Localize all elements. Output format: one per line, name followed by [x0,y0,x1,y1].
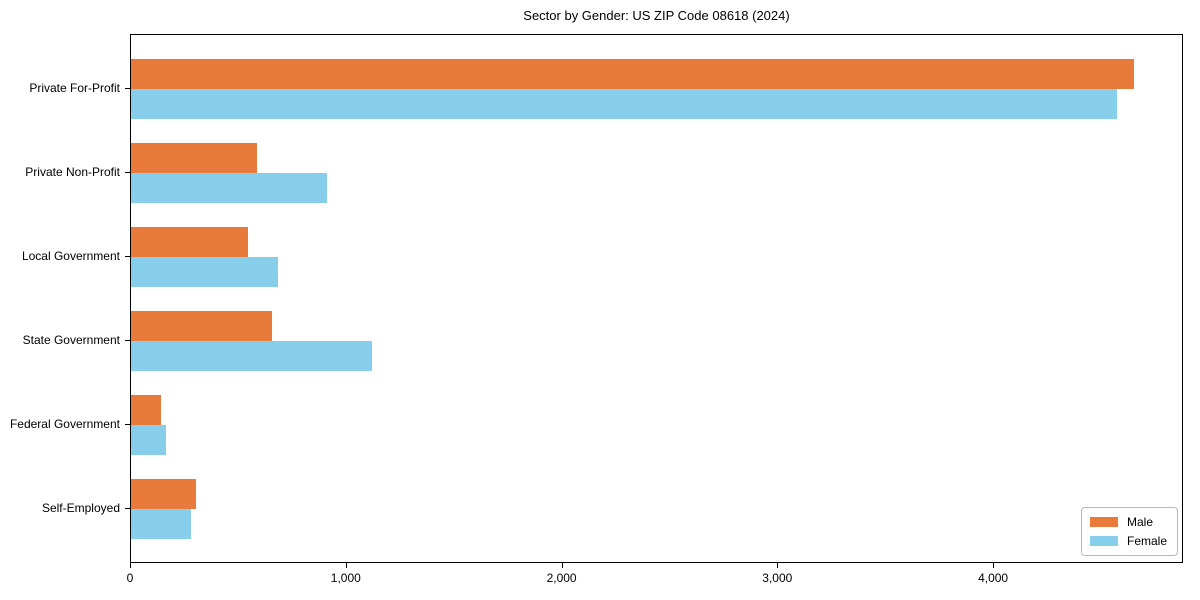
bar-female [131,509,192,539]
x-tick-label: 1,000 [330,571,361,585]
x-tick-mark [993,563,995,568]
y-axis-label: Private For-Profit [29,81,120,95]
legend: Male Female [1080,507,1178,556]
bar-female [131,257,278,287]
x-tick-label: 2,000 [546,571,577,585]
legend-label: Female [1126,534,1167,548]
bar-female [131,341,372,371]
bar-male [131,143,258,173]
y-axis-label: Private Non-Profit [25,165,120,179]
y-axis-label: Self-Employed [41,501,120,515]
bar-female [131,173,328,203]
x-tick-label: 0 [126,571,134,585]
y-axis-label: Local Government [21,249,120,263]
x-tick-label: 3,000 [762,571,793,585]
bar-male [131,479,196,509]
y-axis-label: Federal Government [9,417,120,431]
y-tick-mark [125,424,130,425]
y-tick-mark [125,508,130,509]
legend-label: Male [1126,515,1153,529]
bar-male [131,311,273,341]
y-tick-mark [125,340,130,341]
bar-female [131,89,1118,119]
legend-swatch-female [1089,536,1118,546]
bar-female [131,425,166,455]
legend-item: Male [1089,515,1167,529]
bar-male [131,59,1135,89]
legend-item: Female [1089,534,1167,548]
plot-area: Male Female [130,34,1183,563]
x-tick-mark [130,563,131,568]
x-tick-label: 4,000 [978,571,1009,585]
y-tick-mark [125,172,130,173]
x-tick-mark [345,563,347,568]
x-tick-mark [561,563,563,568]
x-tick-mark [777,563,779,568]
bar-male [131,395,162,425]
bar-male [131,227,248,257]
y-axis-label: State Government [22,333,120,347]
legend-swatch-male [1089,517,1118,527]
y-tick-mark [125,88,130,89]
chart-title: Sector by Gender: US ZIP Code 08618 (202… [523,8,790,23]
y-tick-mark [125,256,130,257]
